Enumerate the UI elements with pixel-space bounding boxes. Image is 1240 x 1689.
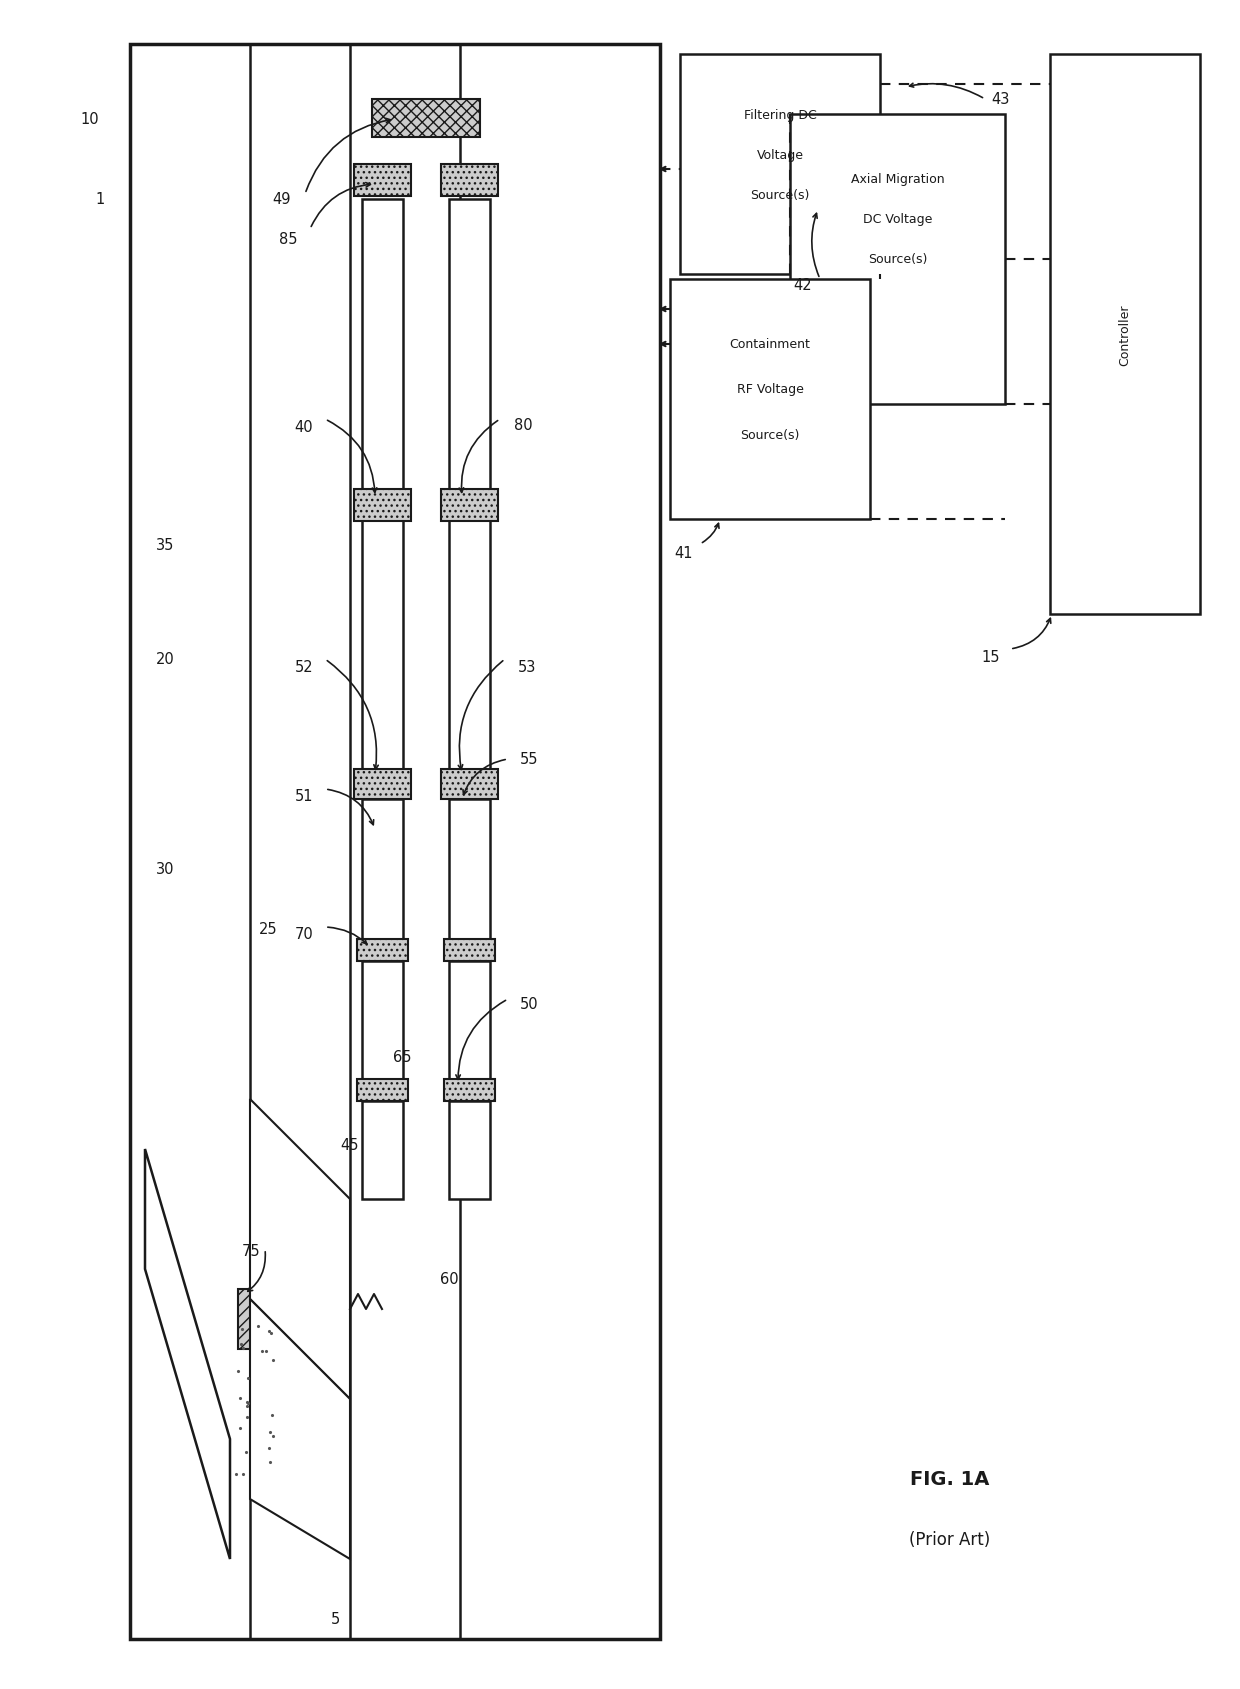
- Bar: [353, 490, 410, 522]
- Bar: [362, 1101, 403, 1199]
- Bar: [238, 1289, 255, 1350]
- Text: Controller: Controller: [1118, 304, 1131, 365]
- Text: 40: 40: [294, 421, 312, 436]
- Text: Axial Migration: Axial Migration: [851, 174, 945, 186]
- Text: 20: 20: [156, 652, 175, 667]
- Text: (Prior Art): (Prior Art): [909, 1530, 991, 1549]
- Text: Source(s): Source(s): [750, 189, 810, 201]
- Bar: [353, 770, 410, 799]
- Text: 75: 75: [242, 1243, 260, 1258]
- Text: 41: 41: [675, 546, 693, 561]
- Bar: [357, 939, 408, 961]
- Text: DC Voltage: DC Voltage: [863, 213, 932, 226]
- Polygon shape: [250, 1100, 350, 1398]
- Bar: [130, 46, 660, 1638]
- Bar: [362, 799, 403, 939]
- Text: 50: 50: [520, 997, 538, 1012]
- Text: Source(s): Source(s): [740, 429, 800, 441]
- Bar: [1050, 56, 1200, 615]
- Text: 1: 1: [95, 193, 104, 208]
- Bar: [372, 100, 480, 138]
- Bar: [441, 490, 498, 522]
- Text: Voltage: Voltage: [756, 149, 804, 162]
- Bar: [680, 56, 880, 275]
- Text: Containment: Containment: [729, 338, 811, 351]
- Text: 5: 5: [330, 1611, 340, 1627]
- Text: 45: 45: [340, 1137, 358, 1152]
- Bar: [449, 799, 490, 939]
- Bar: [790, 115, 1004, 405]
- Bar: [449, 199, 490, 490]
- Text: 35: 35: [156, 537, 174, 552]
- Text: 25: 25: [259, 922, 278, 937]
- Text: Source(s): Source(s): [868, 253, 928, 267]
- Bar: [353, 166, 410, 198]
- Text: 60: 60: [440, 1272, 459, 1287]
- Bar: [449, 961, 490, 1079]
- Bar: [441, 166, 498, 198]
- Text: RF Voltage: RF Voltage: [737, 383, 804, 397]
- Text: 55: 55: [520, 752, 538, 767]
- Text: 80: 80: [515, 417, 533, 432]
- Text: 70: 70: [294, 927, 312, 942]
- Bar: [362, 520, 403, 770]
- Text: 49: 49: [273, 193, 291, 208]
- Text: 85: 85: [279, 233, 298, 247]
- Text: Filtering DC: Filtering DC: [744, 108, 816, 122]
- Bar: [362, 961, 403, 1079]
- Bar: [362, 199, 403, 490]
- Bar: [357, 1079, 408, 1101]
- Text: 53: 53: [518, 660, 537, 676]
- Text: 52: 52: [294, 660, 312, 676]
- Bar: [449, 1101, 490, 1199]
- Polygon shape: [145, 1149, 229, 1559]
- Polygon shape: [250, 1299, 350, 1559]
- Bar: [441, 770, 498, 799]
- Bar: [444, 1079, 495, 1101]
- Text: 65: 65: [393, 1051, 412, 1064]
- Text: 51: 51: [295, 789, 312, 804]
- Text: 42: 42: [794, 277, 812, 292]
- Bar: [449, 520, 490, 770]
- Text: FIG. 1A: FIG. 1A: [910, 1469, 990, 1488]
- Text: 43: 43: [991, 93, 1009, 108]
- Text: 15: 15: [982, 650, 999, 665]
- Bar: [670, 280, 870, 520]
- Text: 10: 10: [81, 113, 99, 127]
- Text: 30: 30: [156, 861, 175, 877]
- Bar: [444, 939, 495, 961]
